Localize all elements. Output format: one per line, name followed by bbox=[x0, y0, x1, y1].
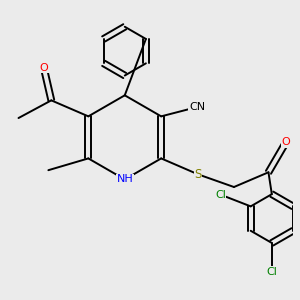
Text: NH: NH bbox=[116, 174, 133, 184]
Text: S: S bbox=[194, 168, 202, 181]
Text: CN: CN bbox=[189, 102, 205, 112]
Text: Cl: Cl bbox=[215, 190, 226, 200]
Text: O: O bbox=[282, 137, 290, 147]
Text: O: O bbox=[39, 63, 48, 73]
Text: Cl: Cl bbox=[266, 267, 277, 277]
